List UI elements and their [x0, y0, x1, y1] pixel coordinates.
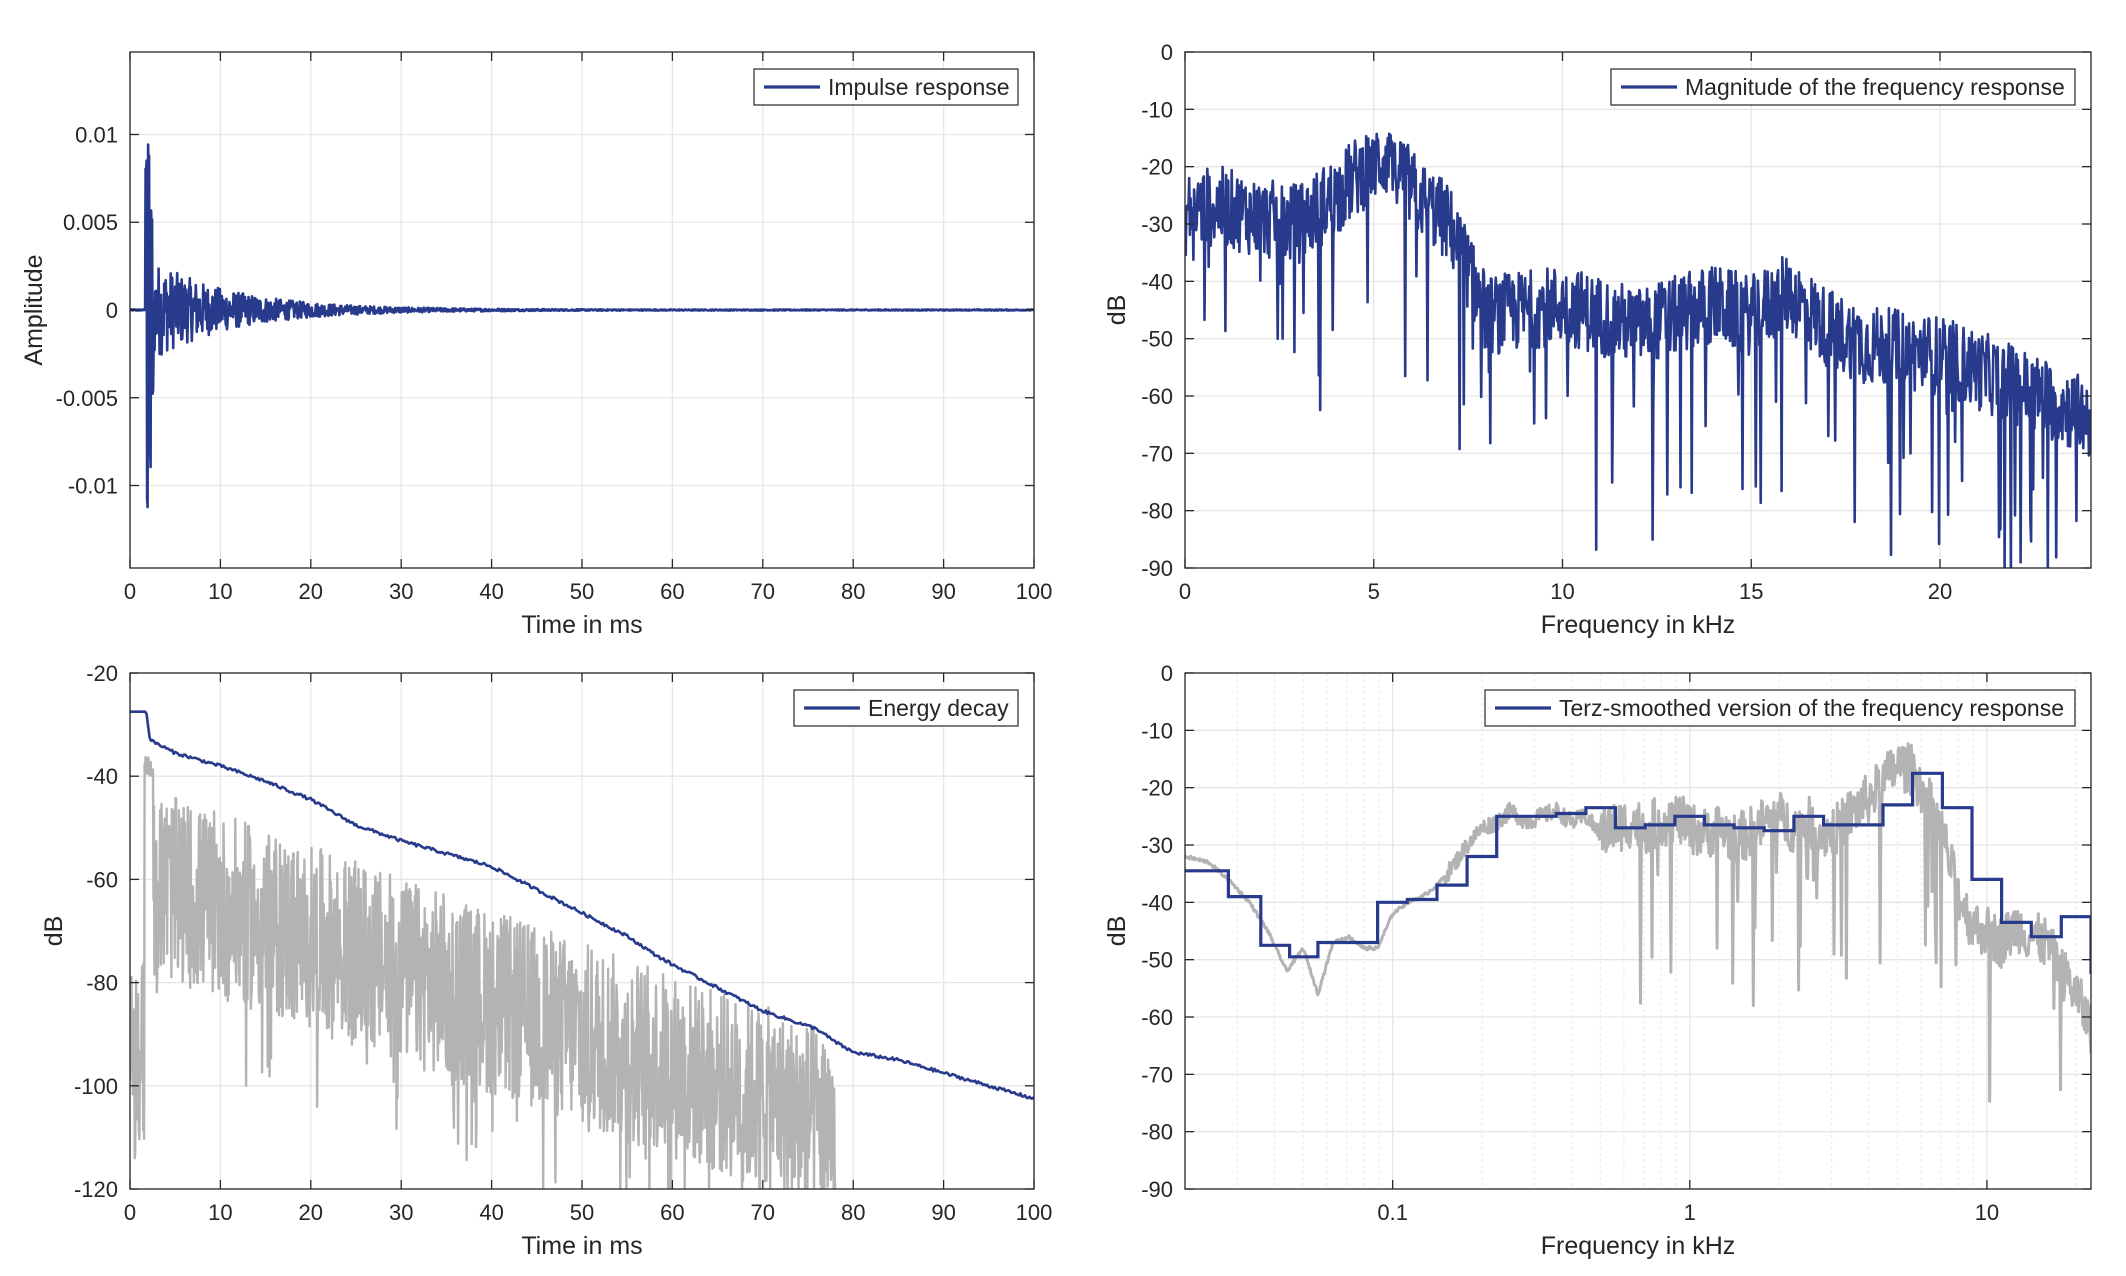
legend: Magnitude of the frequency response	[1610, 68, 2076, 106]
x-tick-label: 1	[1684, 1200, 1696, 1225]
y-axis-label: Amplitude	[20, 254, 48, 365]
y-tick-label: -20	[86, 661, 118, 686]
x-tick-label: 30	[389, 1200, 413, 1225]
x-tick-label: 100	[1016, 579, 1053, 604]
x-tick-label: 0	[124, 579, 136, 604]
legend-box	[1484, 689, 2076, 727]
x-tick-label: 60	[660, 579, 684, 604]
y-tick-label: -10	[1141, 97, 1173, 122]
y-axis-label: dB	[1103, 295, 1131, 326]
y-tick-label: -80	[86, 971, 118, 996]
y-tick-label: -0.01	[68, 474, 118, 499]
data-layer	[130, 710, 1034, 1189]
chart-impulse: 0 10 20 30 40 50 60 70 80 90 100 0.01 0.005 0 -0.005 -0…	[20, 51, 1053, 639]
x-tick-label: 20	[299, 1200, 323, 1225]
impulse-response-line	[130, 143, 1034, 509]
y-axis-label: dB	[40, 916, 68, 947]
x-tick-label: 90	[931, 1200, 955, 1225]
y-tick-label: -40	[86, 764, 118, 789]
magnitude-line	[1185, 132, 2091, 568]
y-tick-label: -40	[1141, 890, 1173, 915]
x-axis-label: Frequency in kHz	[1541, 611, 1736, 639]
instantaneous-energy-line	[130, 755, 837, 1189]
y-tick-label: -100	[74, 1074, 118, 1099]
y-tick-label: -90	[1141, 556, 1173, 581]
x-tick-label: 15	[1739, 579, 1763, 604]
x-tick-label: 40	[479, 1200, 503, 1225]
x-axis-label: Frequency in kHz	[1541, 1232, 1736, 1260]
y-tick-label: -70	[1141, 1062, 1173, 1087]
y-tick-label: -80	[1141, 1120, 1173, 1145]
legend: Energy decay	[793, 689, 1019, 727]
y-tick-label: -50	[1141, 948, 1173, 973]
x-tick-label: 0.1	[1377, 1200, 1408, 1225]
y-tick-label: 0	[1161, 661, 1173, 686]
y-tick-label: 0	[106, 298, 118, 323]
y-tick-label: 0	[1161, 40, 1173, 65]
x-tick-label: 90	[931, 579, 955, 604]
y-tick-label: -50	[1141, 327, 1173, 352]
legend-label: Energy decay	[868, 695, 1009, 721]
y-tick-label: 0.005	[63, 210, 118, 235]
x-tick-label: 80	[841, 1200, 865, 1225]
data-layer	[130, 143, 1034, 509]
x-tick-label: 100	[1016, 1200, 1053, 1225]
axes-box	[1184, 51, 2092, 569]
data-layer	[1185, 742, 2091, 1103]
x-tick-label: 70	[751, 579, 775, 604]
y-tick-label: -20	[1141, 776, 1173, 801]
legend-label: Magnitude of the frequency response	[1685, 74, 2065, 100]
x-axis-label: Time in ms	[521, 1232, 642, 1260]
legend: Terz-smoothed version of the frequency r…	[1484, 689, 2076, 727]
y-tick-label: -0.005	[56, 386, 118, 411]
axes-box	[1184, 672, 2092, 1190]
x-tick-label: 10	[1550, 579, 1574, 604]
legend-label: Impulse response	[828, 74, 1010, 100]
x-tick-label: 10	[208, 1200, 232, 1225]
y-tick-label: 0.01	[75, 122, 118, 147]
y-tick-label: -60	[86, 867, 118, 892]
x-tick-label: 5	[1368, 579, 1380, 604]
y-tick-label: -30	[1141, 833, 1173, 858]
y-tick-label: -30	[1141, 212, 1173, 237]
legend-box	[1610, 68, 2076, 106]
x-axis-label: Time in ms	[521, 611, 642, 639]
chart-magnitude: 0 5 10 15 20 0 -10 -20 -30 -40 -50 -60 -70 -80 -90 Freq…	[1103, 40, 2092, 639]
terz-smoothed-line	[1185, 771, 2091, 974]
x-tick-label: 50	[570, 579, 594, 604]
y-tick-label: -40	[1141, 269, 1173, 294]
x-tick-label: 30	[389, 579, 413, 604]
x-tick-label: 20	[1928, 579, 1952, 604]
x-tick-label: 10	[208, 579, 232, 604]
x-tick-label: 60	[660, 1200, 684, 1225]
energy-decay-line	[130, 710, 1034, 1100]
y-tick-label: -70	[1141, 441, 1173, 466]
legend: Impulse response	[753, 68, 1019, 106]
y-tick-label: -60	[1141, 1005, 1173, 1030]
x-tick-label: 20	[299, 579, 323, 604]
data-layer	[1185, 132, 2091, 568]
x-tick-label: 10	[1975, 1200, 1999, 1225]
x-tick-label: 50	[570, 1200, 594, 1225]
x-tick-label: 80	[841, 579, 865, 604]
y-tick-label: -120	[74, 1177, 118, 1202]
x-tick-label: 40	[479, 579, 503, 604]
y-tick-label: -80	[1141, 499, 1173, 524]
y-tick-label: -20	[1141, 155, 1173, 180]
x-tick-label: 70	[751, 1200, 775, 1225]
legend-label: Terz-smoothed version of the frequency r…	[1559, 695, 2064, 721]
chart-energy: 0 10 20 30 40 50 60 70 80 90 100 -20 -40 -60 -80 -100 -1…	[40, 661, 1052, 1260]
x-tick-label: 0	[1179, 579, 1191, 604]
y-tick-label: -10	[1141, 718, 1173, 743]
y-tick-label: -90	[1141, 1177, 1173, 1202]
y-axis-label: dB	[1103, 916, 1131, 947]
chart-terz: 0.1 1 10 0 -10 -20 -30 -40 -50 -60 -70 -80 -90 Freque…	[1103, 661, 2092, 1260]
y-tick-label: -60	[1141, 384, 1173, 409]
x-tick-label: 0	[124, 1200, 136, 1225]
